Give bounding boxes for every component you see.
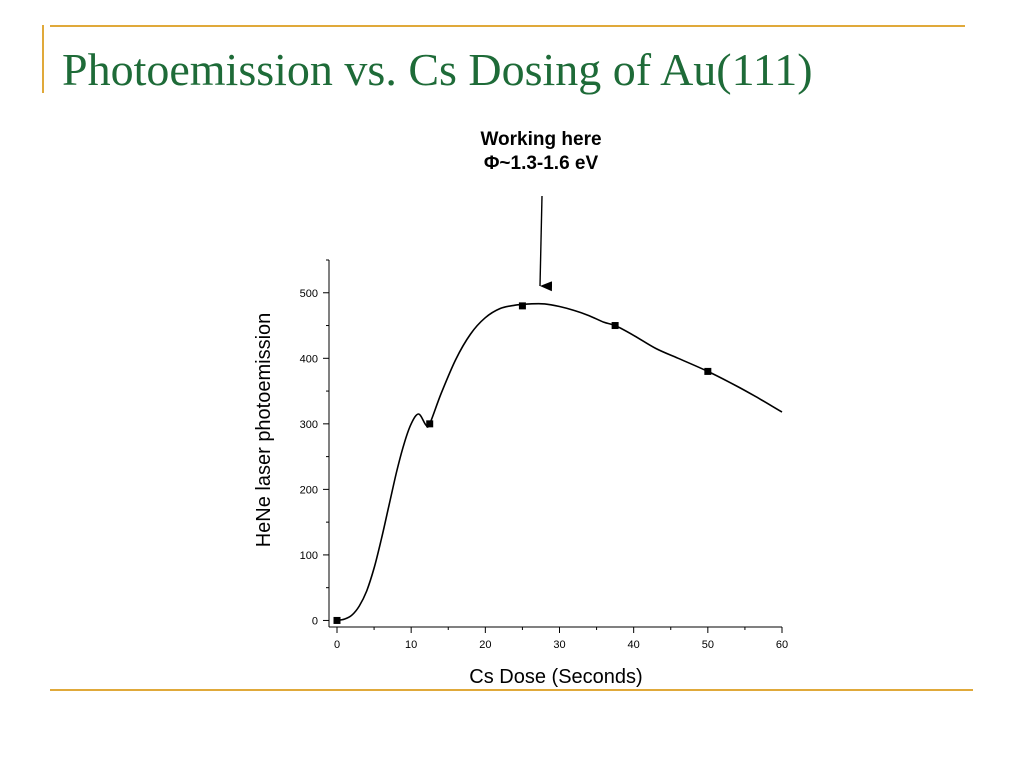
x-tick-label: 40 [628,639,640,651]
y-tick-label: 300 [300,419,318,431]
x-tick-label: 20 [479,639,491,651]
x-tick-label: 0 [334,639,340,651]
fit-curve [336,302,783,622]
left-rule [42,25,44,93]
y-tick-label: 100 [300,550,318,562]
y-tick-label: 400 [300,353,318,365]
slide-title: Photoemission vs. Cs Dosing of Au(111) [62,44,813,95]
data-point [333,616,341,624]
y-axis-label: HeNe laser photoemission [253,313,275,548]
y-tick-label: 200 [300,484,318,496]
annotation-line-1: Working here [480,129,602,150]
x-tick-label: 50 [702,639,714,651]
annotation-arrow [539,195,553,292]
annotation-line-2: Φ~1.3-1.6 eV [483,153,599,174]
annotation-text: Working here Φ~1.3-1.6 eV [400,128,682,176]
data-point [426,420,434,428]
data-point [518,302,526,310]
x-tick-label: 30 [553,639,565,651]
data-point [704,367,712,375]
x-tick-label: 60 [776,639,788,651]
x-axis-label: Cs Dose (Seconds) [469,666,642,688]
data-point [611,322,619,330]
y-tick-label: 500 [300,288,318,300]
y-tick-label: 0 [312,615,318,627]
bottom-rule [50,689,973,691]
top-rule [50,25,965,27]
x-tick-label: 10 [405,639,417,651]
